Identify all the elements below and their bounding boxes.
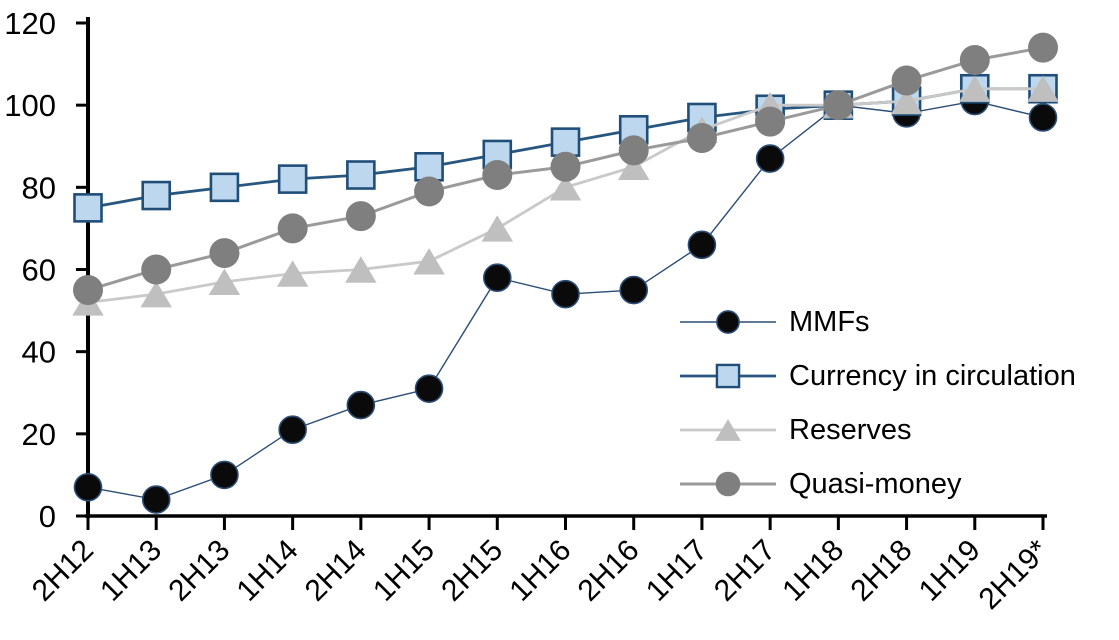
circle-marker <box>277 213 308 244</box>
x-tick-label: 2H13 <box>162 534 236 608</box>
circle-marker <box>73 275 103 306</box>
square-marker <box>209 172 240 203</box>
circle-marker <box>278 415 307 445</box>
square-marker <box>550 127 581 157</box>
legend-item-mmfs: MMFs <box>678 295 1076 349</box>
legend-label-quasi-money: Quasi-money <box>789 467 962 500</box>
circle-marker <box>959 44 990 75</box>
triangle-marker <box>481 215 514 242</box>
x-tick-label: 2H18 <box>844 534 918 608</box>
chart-legend: MMFs Currency in circulation Reserves Qu… <box>678 295 1076 511</box>
legend-marker-1 <box>678 358 778 394</box>
circle-marker <box>755 106 786 137</box>
triangle-marker <box>345 256 377 283</box>
circle-marker <box>1028 32 1058 63</box>
legend-label-reserves: Reserves <box>789 413 912 446</box>
circle-marker <box>209 238 240 269</box>
x-tick-label: 2H19* <box>973 533 1056 616</box>
y-tick-label: 0 <box>39 499 56 534</box>
triangle-marker <box>208 268 241 296</box>
x-tick-label: 2H14 <box>299 534 373 608</box>
circle-marker <box>482 160 513 191</box>
legend-swatch-svg <box>680 363 776 389</box>
square-marker <box>414 151 444 182</box>
legend-swatch-svg <box>680 419 776 441</box>
circle-marker <box>755 144 785 173</box>
circle-marker <box>73 472 103 502</box>
x-tick-label: 1H18 <box>776 534 850 608</box>
x-tick-label: 1H17 <box>640 534 714 608</box>
x-tick-label: 1H15 <box>367 534 441 608</box>
triangle-marker <box>413 248 445 275</box>
triangle-marker <box>140 280 172 308</box>
x-tick-label: 1H16 <box>503 534 577 608</box>
circle-marker <box>618 135 649 166</box>
circle-marker <box>551 279 580 309</box>
circle-marker <box>414 176 445 207</box>
y-tick-label: 60 <box>22 253 56 288</box>
circle-marker <box>414 374 444 403</box>
series-quasi-money <box>73 32 1058 306</box>
square-marker <box>346 160 376 190</box>
triangle-marker <box>1027 75 1059 102</box>
circle-marker <box>141 485 171 514</box>
x-tick-label: 1H14 <box>231 534 305 608</box>
x-tick-label: 2H12 <box>26 534 100 608</box>
legend-item-reserves: Reserves <box>678 403 1076 457</box>
circle-marker <box>210 460 239 490</box>
triangle-marker <box>549 174 582 201</box>
legend-marker-2 <box>678 412 778 448</box>
square-marker <box>141 180 172 211</box>
triangle-marker <box>890 87 923 115</box>
x-tick-label: 2H16 <box>572 534 646 608</box>
circle-marker <box>619 275 649 305</box>
x-tick-label: 1H13 <box>94 534 168 608</box>
y-tick-label: 80 <box>22 170 56 205</box>
y-tick-label: 20 <box>22 417 56 452</box>
legend-label-currency-in-circulation: Currency in circulation <box>789 359 1076 392</box>
x-tick-label: 2H15 <box>435 534 509 608</box>
y-tick-label: 120 <box>4 6 56 41</box>
circle-marker <box>891 65 922 96</box>
circle-marker <box>686 123 717 154</box>
square-marker <box>73 193 103 223</box>
circle-marker <box>346 390 376 420</box>
triangle-marker <box>959 75 991 102</box>
circle-marker <box>345 201 376 232</box>
legend-swatch-svg <box>680 310 776 334</box>
legend-marker-3 <box>678 466 778 502</box>
legend-label-mmfs: MMFs <box>789 305 870 338</box>
circle-marker <box>687 230 717 260</box>
y-tick-label: 100 <box>4 88 56 123</box>
circle-marker <box>550 151 581 182</box>
circle-marker <box>482 263 512 293</box>
triangle-marker <box>617 153 650 180</box>
circle-marker <box>823 90 854 121</box>
triangle-marker <box>276 260 309 287</box>
square-marker <box>277 164 308 194</box>
legend-swatch-svg <box>680 471 776 497</box>
x-tick-label: 2H17 <box>708 534 782 608</box>
legend-item-currency-in-circulation: Currency in circulation <box>678 349 1076 403</box>
legend-marker-0 <box>678 304 778 340</box>
legend-item-quasi-money: Quasi-money <box>678 457 1076 511</box>
circle-marker <box>141 254 172 285</box>
y-tick-label: 40 <box>22 335 56 370</box>
circle-marker <box>1028 103 1058 132</box>
